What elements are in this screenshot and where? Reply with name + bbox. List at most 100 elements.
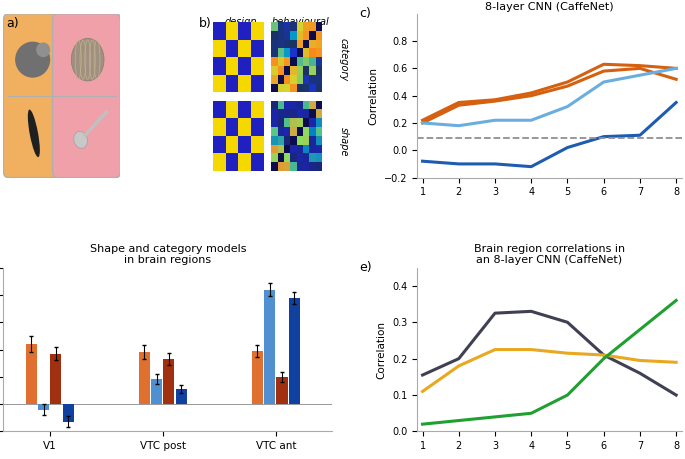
Text: c): c) <box>359 7 371 20</box>
Bar <box>62 404 74 422</box>
Bar <box>213 22 225 39</box>
Bar <box>316 57 322 66</box>
Bar <box>277 22 284 31</box>
Bar <box>289 298 300 404</box>
Bar <box>290 39 297 48</box>
Bar <box>38 404 49 409</box>
Bar <box>251 39 264 57</box>
Bar <box>303 145 310 153</box>
Bar <box>290 145 297 153</box>
Bar <box>277 48 284 57</box>
Bar <box>290 75 297 84</box>
Bar <box>310 31 316 39</box>
Bar <box>310 109 316 118</box>
Y-axis label: Correlation: Correlation <box>377 320 386 379</box>
Bar <box>284 162 290 171</box>
Bar <box>277 75 284 84</box>
Bar <box>290 153 297 162</box>
Bar <box>213 39 225 57</box>
Bar <box>290 136 297 145</box>
Bar <box>284 145 290 153</box>
Bar <box>251 118 264 136</box>
Bar <box>310 66 316 75</box>
Bar <box>297 66 303 75</box>
Bar <box>277 127 284 136</box>
Bar <box>316 84 322 92</box>
Y-axis label: Correlation: Correlation <box>369 67 378 125</box>
Bar <box>310 22 316 31</box>
Bar <box>290 136 297 145</box>
Bar <box>297 101 303 109</box>
Bar <box>316 153 322 162</box>
Bar <box>225 118 238 136</box>
Bar <box>271 162 277 171</box>
Bar <box>290 57 297 66</box>
Bar <box>277 118 284 127</box>
Bar <box>316 145 322 153</box>
Bar <box>290 48 297 57</box>
Bar <box>310 101 316 109</box>
Bar <box>277 84 284 92</box>
Bar <box>284 145 290 153</box>
Bar <box>277 31 284 39</box>
Bar <box>303 162 310 171</box>
Bar <box>251 75 264 92</box>
Bar <box>284 75 290 84</box>
Bar <box>310 39 316 48</box>
Bar <box>290 31 297 39</box>
Bar <box>277 377 288 404</box>
Bar <box>284 39 290 48</box>
Bar <box>271 118 277 127</box>
Bar <box>310 84 316 92</box>
Bar <box>277 66 284 75</box>
Bar <box>316 31 322 39</box>
Bar <box>251 22 264 39</box>
Bar <box>290 127 297 136</box>
Bar <box>238 75 251 92</box>
Bar <box>277 145 284 153</box>
Bar <box>252 351 263 404</box>
Bar <box>238 57 251 75</box>
Bar <box>50 353 62 404</box>
Bar <box>284 48 290 57</box>
Bar <box>277 162 284 171</box>
Title: Shape and category in an
8-layer CNN (CaffeNet): Shape and category in an 8-layer CNN (Ca… <box>477 0 621 11</box>
Bar <box>297 22 303 31</box>
Bar <box>316 66 322 75</box>
Bar <box>310 109 316 118</box>
Bar <box>284 118 290 127</box>
Text: behavioural: behavioural <box>272 17 329 27</box>
Bar <box>138 353 150 404</box>
Bar <box>238 39 251 57</box>
Bar <box>310 127 316 136</box>
Bar <box>297 31 303 39</box>
Bar <box>303 153 310 162</box>
Bar <box>251 101 264 118</box>
Bar <box>271 75 277 84</box>
Bar <box>271 57 277 66</box>
Bar <box>284 136 290 145</box>
Bar <box>303 39 310 48</box>
Text: category: category <box>338 38 349 81</box>
Text: a): a) <box>5 17 18 30</box>
Bar <box>290 118 297 127</box>
Bar <box>303 118 310 127</box>
Ellipse shape <box>28 110 40 157</box>
Bar <box>213 75 225 92</box>
Bar <box>277 109 284 118</box>
Bar <box>271 84 277 92</box>
Bar <box>297 57 303 66</box>
Bar <box>284 22 290 31</box>
Bar <box>225 57 238 75</box>
Bar <box>297 48 303 57</box>
Text: e): e) <box>359 261 371 274</box>
Bar <box>271 31 277 39</box>
Bar <box>290 66 297 75</box>
Bar <box>316 101 322 109</box>
Bar <box>271 109 277 118</box>
Ellipse shape <box>71 39 104 81</box>
Bar <box>238 118 251 136</box>
Bar <box>316 75 322 84</box>
Bar <box>277 39 284 48</box>
Bar <box>284 31 290 39</box>
